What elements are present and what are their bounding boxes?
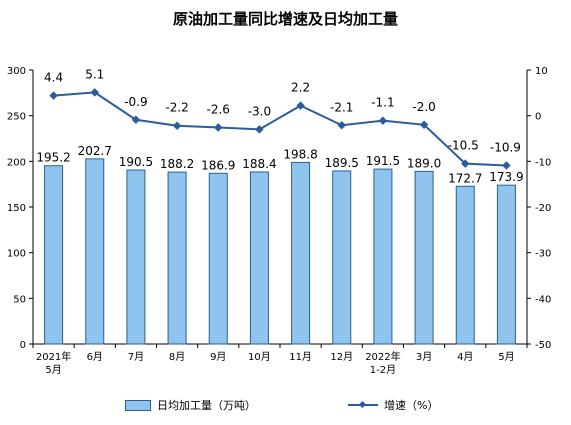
y-right-tick-label: -50 xyxy=(535,340,551,351)
legend-item-line: 增速（%） xyxy=(348,397,438,413)
growth-line xyxy=(53,91,507,167)
y-left-tick-label: 100 xyxy=(7,249,26,260)
y-right-tick-label: 0 xyxy=(535,112,541,123)
bar-data-label: 191.5 xyxy=(366,154,400,168)
bar-data-label: 189.5 xyxy=(325,156,359,170)
bar-data-label: 195.2 xyxy=(36,151,70,165)
bar xyxy=(291,161,311,345)
bar-data-label: 189.0 xyxy=(407,156,441,170)
x-tick-label: 5月 xyxy=(498,351,514,363)
line-data-label: 4.4 xyxy=(44,71,63,85)
y-left-tick-label: 0 xyxy=(20,340,26,351)
line-data-label: -3.0 xyxy=(248,104,271,118)
line-data-label: -2.1 xyxy=(330,100,353,114)
line-data-label: -1.1 xyxy=(371,96,394,110)
bar xyxy=(44,165,64,345)
bar xyxy=(85,158,105,345)
line-data-label: -10.9 xyxy=(490,140,521,154)
y-right-tick-label: -40 xyxy=(535,294,551,305)
x-tick-label: 8月 xyxy=(169,351,185,363)
line-point xyxy=(172,121,182,130)
bar xyxy=(126,169,146,345)
y-left-tick-label: 300 xyxy=(7,66,26,77)
bar-data-label: 186.9 xyxy=(201,158,235,172)
bar xyxy=(455,185,475,345)
x-tick-label: 7月 xyxy=(128,351,144,363)
line-point xyxy=(49,91,58,100)
bar-data-label: 172.7 xyxy=(448,171,482,185)
line-point xyxy=(255,125,264,134)
y-left-tick-label: 50 xyxy=(13,294,26,305)
x-tick-label: 2022年 1-2月 xyxy=(365,350,400,376)
line-point xyxy=(502,161,511,170)
y-right-tick-label: -20 xyxy=(535,203,551,214)
bar xyxy=(496,184,516,345)
line-data-label: -2.2 xyxy=(165,101,188,115)
bar xyxy=(249,171,269,345)
legend-bar-swatch xyxy=(125,399,151,411)
bar xyxy=(208,172,228,345)
line-point xyxy=(461,159,470,168)
y-right-tick-label: 10 xyxy=(535,66,548,77)
bar-data-label: 188.2 xyxy=(160,157,194,171)
line-point xyxy=(131,115,141,125)
legend-line-label: 增速（%） xyxy=(384,399,439,412)
x-tick-label: 9月 xyxy=(210,351,226,363)
bar xyxy=(414,170,434,345)
x-tick-label: 2021年 5月 xyxy=(36,350,71,376)
line-data-label: -2.6 xyxy=(207,103,230,117)
legend-item-bar: 日均加工量（万吨） xyxy=(125,397,256,413)
legend: 日均加工量（万吨） 增速（%） xyxy=(0,397,571,417)
line-point xyxy=(90,88,99,97)
line-point xyxy=(214,123,223,132)
x-tick-label: 4月 xyxy=(457,351,473,363)
line-data-label: 2.2 xyxy=(291,81,310,95)
x-tick-label: 6月 xyxy=(87,351,103,363)
line-data-label: 5.1 xyxy=(85,67,104,81)
y-right-tick-label: -10 xyxy=(535,157,551,168)
line-data-label: -10.5 xyxy=(448,139,479,153)
line-point xyxy=(296,101,305,110)
legend-bar-label: 日均加工量（万吨） xyxy=(157,399,256,412)
y-left-tick-label: 200 xyxy=(7,157,26,168)
line-data-label: -0.9 xyxy=(124,95,147,109)
bar-data-label: 190.5 xyxy=(119,155,153,169)
bar xyxy=(167,171,187,345)
legend-line-swatch xyxy=(348,400,378,410)
x-tick-label: 12月 xyxy=(330,351,353,363)
x-tick-label: 10月 xyxy=(248,351,271,363)
chart-title: 原油加工量同比增速及日均加工量 xyxy=(172,10,398,28)
y-left-tick-label: 150 xyxy=(7,203,26,214)
bar-data-label: 198.8 xyxy=(283,147,317,161)
bar-data-label: 173.9 xyxy=(489,170,523,184)
line-point xyxy=(337,121,346,130)
y-right-tick-label: -30 xyxy=(535,249,551,260)
line-point xyxy=(378,116,388,125)
line-point xyxy=(419,120,429,130)
bar xyxy=(332,170,352,345)
line-data-label: -2.0 xyxy=(412,100,435,114)
x-tick-label: 11月 xyxy=(289,351,312,363)
y-left-tick-label: 250 xyxy=(7,112,26,123)
x-tick-label: 3月 xyxy=(416,351,432,363)
bar xyxy=(373,168,393,345)
bar-data-label: 202.7 xyxy=(78,144,112,158)
bar-data-label: 188.4 xyxy=(242,157,276,171)
